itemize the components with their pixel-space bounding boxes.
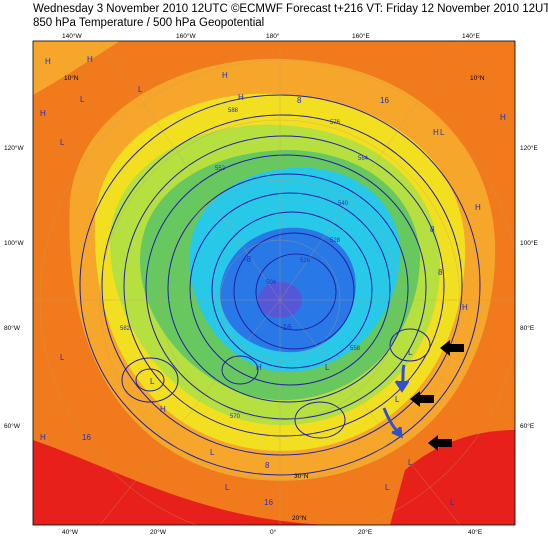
contour-label: 516 [300,258,311,264]
contour-label: 576 [330,120,341,126]
low-center: L [138,85,143,94]
temp-label: 16 [82,433,91,442]
blue-arrow-2 [382,407,403,439]
lon-label-bottom-4: 20°E [358,528,373,536]
black-arrow-3 [428,435,452,451]
lon-label-top-5: 140°E [462,32,480,40]
temp-label: -8 [244,255,252,264]
low-center: L [60,353,65,362]
low-center: L [408,348,413,357]
lon-label-left-2: 100°W [4,239,24,247]
blue-arrow-1 [394,364,410,393]
low-center: L [225,483,230,492]
temp-label: -16 [280,323,292,332]
contour-label: 504 [266,280,277,286]
lon-label-bottom-1: 40°W [62,528,79,536]
temp-label: 8 [438,268,443,277]
lon-label-right-4: 60°E [520,422,535,430]
high-center: H [433,128,439,137]
low-center: L [385,483,390,492]
low-center: L [408,458,413,467]
high-center: H [160,405,166,414]
forecast-subtitle: 850 hPa Temperature / 500 hPa Geopotenti… [33,17,265,29]
lat-label-2: 10°N [470,74,485,82]
lon-label-bottom-3: 0° [270,528,277,536]
high-center: H [222,71,228,80]
temp-label: 8 [430,225,435,234]
contour-label: 570 [230,414,241,420]
lon-label-top-3: 180° [266,32,280,40]
lon-label-left-3: 80°W [4,324,21,332]
high-center: H [238,93,244,102]
temp-label: 8 [297,96,302,105]
contour-label: 582 [120,326,131,332]
contour-label: 558 [350,346,361,352]
lon-label-bottom-2: 20°W [150,528,167,536]
lon-label-bottom-5: 40°E [468,528,483,536]
graticule [33,41,515,525]
lon-label-top-1: 140°W [62,32,82,40]
temp-label: 8 [265,461,270,470]
high-center: H [45,57,51,66]
low-center: L [60,138,65,147]
lon-label-top-2: 160°W [176,32,196,40]
high-center: H [462,303,468,312]
lon-label-right-2: 100°E [520,239,538,247]
contour-label: 588 [228,108,239,114]
lon-label-right-3: 80°E [520,324,535,332]
contour-label: 552 [215,166,226,172]
temp-label: 16 [264,498,273,507]
low-center: L [450,498,455,507]
lon-label-top-4: 160°E [352,32,370,40]
lat-label-4: 20°N [292,514,307,522]
low-center: L [210,448,215,457]
low-center: L [150,377,155,386]
low-center: L [440,128,445,137]
contour-label: 564 [358,156,369,162]
high-center: H [40,109,46,118]
lon-label-left-4: 60°W [4,422,21,430]
contour-label: 528 [330,238,341,244]
forecast-title: Wednesday 3 November 2010 12UTC ©ECMWF F… [33,3,548,15]
low-center: L [80,95,85,104]
high-center: H [500,113,506,122]
lon-label-right-1: 120°E [520,144,538,152]
black-arrow-2 [410,391,434,407]
lat-label-3: 30°N [294,472,309,480]
low-center: L [395,395,400,404]
high-center: H [475,203,481,212]
lon-label-left-1: 120°W [4,144,24,152]
map-frame [32,40,516,526]
high-center: H [87,55,93,64]
temp-label: 16 [380,96,389,105]
high-center: H [40,433,46,442]
low-center: L [325,363,330,372]
pressure-centers: H H H H H H H H H H H H L L L L L L L L … [40,55,506,507]
high-center: H [256,363,262,372]
black-arrow-1 [440,340,464,356]
lat-label-1: 10°N [64,74,79,82]
contour-label: 540 [338,201,349,207]
